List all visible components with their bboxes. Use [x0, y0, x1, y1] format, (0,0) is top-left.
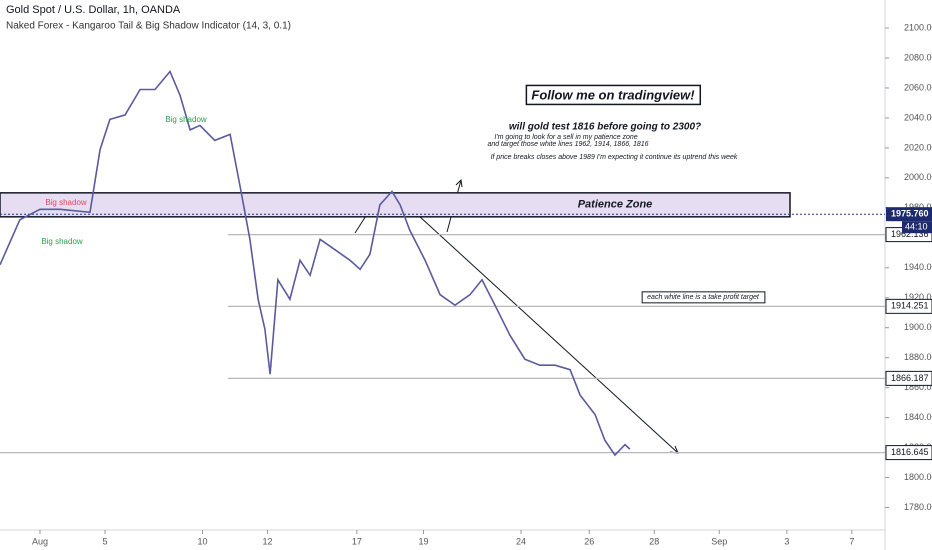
y-tick-label: 1840.000	[904, 412, 932, 422]
current-price-box	[886, 207, 932, 222]
zone	[0, 192, 791, 218]
x-tick-label: 24	[516, 536, 526, 546]
x-tick-label: 5	[102, 536, 107, 546]
indicator-label: Big shadow	[45, 198, 87, 207]
x-tick-label: 3	[784, 536, 789, 546]
y-tick-label: 2100.000	[904, 22, 932, 32]
x-tick-label: 26	[584, 536, 594, 546]
annotation: If price breaks closes above 1989 I'm ex…	[491, 154, 738, 161]
arrow-head	[455, 178, 463, 188]
x-tick-label: 19	[418, 536, 428, 546]
y-tick-label: 2080.000	[904, 52, 932, 62]
x-tick-label: 12	[262, 536, 272, 546]
x-tick-label: Aug	[32, 536, 48, 546]
trend-arrow	[406, 204, 679, 454]
countdown: 44:10	[905, 222, 928, 232]
x-tick-label: 7	[849, 536, 854, 546]
annotation-box	[525, 84, 702, 106]
x-tick-label: 28	[649, 536, 659, 546]
y-tick-label: 1900.000	[904, 322, 932, 332]
y-tick-label: 2060.000	[904, 82, 932, 92]
annotation: Follow me on tradingview!	[531, 87, 695, 102]
indicator-label: Big shadow	[41, 237, 83, 246]
level-label: 1866.187	[891, 373, 929, 383]
y-tick-label: 1880.000	[904, 352, 932, 362]
zone-label: Patience Zone	[578, 199, 653, 211]
annotation: each white line is a take profit target	[647, 294, 760, 301]
chart-subtitle: Naked Forex - Kangaroo Tail & Big Shadow…	[6, 21, 291, 32]
x-tick-label: 10	[197, 536, 207, 546]
y-tick-label: 1800.000	[904, 472, 932, 482]
level-label: 1962.136	[891, 229, 929, 239]
current-price-label: 1975.760	[891, 209, 929, 219]
y-tick-label: 1780.000	[904, 502, 932, 512]
annotation: and target those white lines 1962, 1914,…	[487, 141, 648, 148]
y-tick-label: 1940.000	[904, 262, 932, 272]
x-tick-label: Sep	[711, 536, 727, 546]
level-label: 1816.645	[891, 447, 929, 457]
level-label-box	[885, 445, 932, 461]
y-tick-label: 2040.000	[904, 112, 932, 122]
price-line	[0, 69, 631, 457]
x-tick-label: 17	[352, 536, 362, 546]
level-label: 1914.251	[891, 301, 929, 311]
level-label-box	[885, 298, 932, 314]
y-tick-label: 2020.000	[904, 142, 932, 152]
y-tick-label: 1860.000	[904, 382, 932, 392]
y-tick-label: 1920.000	[904, 292, 932, 302]
indicator-label: Big shadow	[165, 115, 207, 124]
level-label-box	[885, 370, 932, 386]
countdown-box	[902, 221, 932, 234]
annotation-box	[641, 291, 766, 304]
chart-title: Gold Spot / U.S. Dollar, 1h, OANDA	[6, 4, 181, 16]
annotation: will gold test 1816 before going to 2300…	[509, 122, 701, 133]
annotation: I'm going to look for a sell in my patie…	[494, 134, 637, 141]
y-tick-label: 2000.000	[904, 172, 932, 182]
